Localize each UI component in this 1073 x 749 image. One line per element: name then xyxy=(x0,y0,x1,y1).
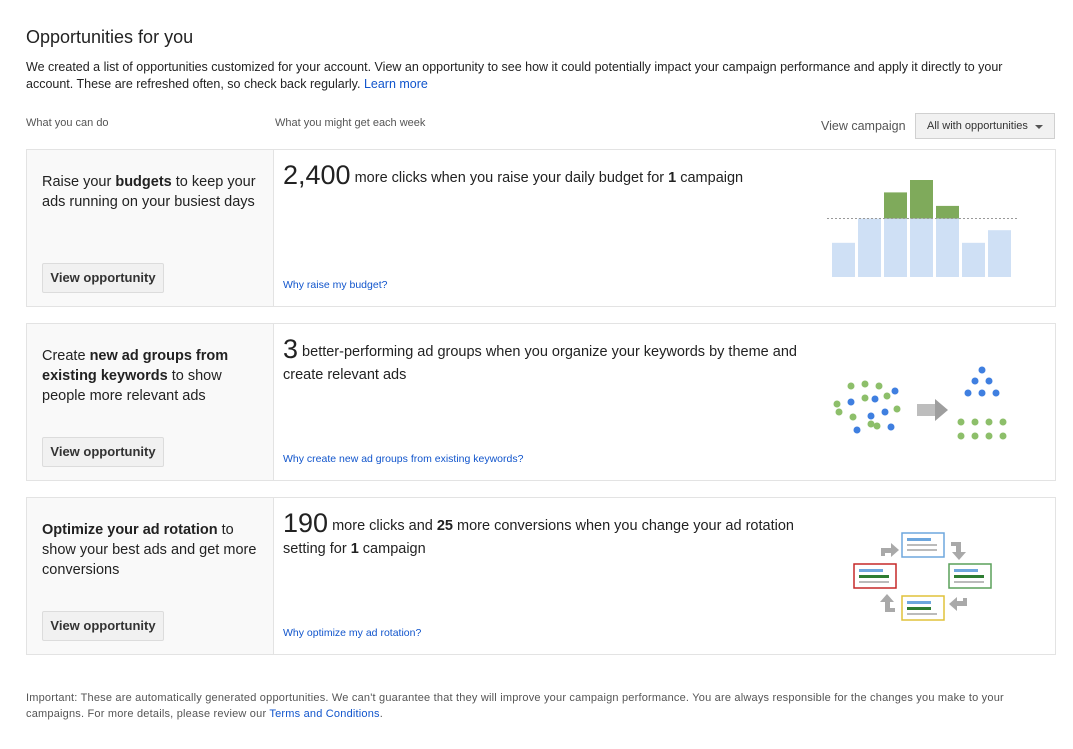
disclaimer-period: . xyxy=(379,708,384,720)
opportunity-card-ad-groups: Create new ad groups from existing keywo… xyxy=(26,323,1056,481)
why-raise-budget-link[interactable]: Why raise my budget? xyxy=(283,279,388,291)
arrow-right-icon xyxy=(917,399,948,421)
campaign-filter-value: All with opportunities xyxy=(927,120,1028,132)
opportunity-description: Create new ad groups from existing keywo… xyxy=(42,346,257,406)
opportunity-impact: 2,400 more clicks when you raise your da… xyxy=(283,160,803,191)
disclaimer-text: Important: These are automatically gener… xyxy=(26,692,1004,720)
ad-card-bottom xyxy=(901,595,945,621)
bar-base xyxy=(988,230,1011,277)
impact-text: more clicks when you raise your daily bu… xyxy=(350,170,669,186)
opportunity-impact: 3 better-performing ad groups when you o… xyxy=(283,334,803,386)
ad-card-right xyxy=(948,563,992,589)
desc-bold: new ad groups from existing keywords xyxy=(42,348,229,384)
impact-number: 2,400 xyxy=(283,160,351,190)
view-opportunity-button[interactable]: View opportunity xyxy=(42,263,164,293)
ad-card-top xyxy=(901,532,945,558)
desc-text: to show people more relevant ads xyxy=(42,368,222,404)
column-header-what-you-might-get: What you might get each week xyxy=(275,117,426,129)
learn-more-link[interactable]: Learn more xyxy=(363,77,428,91)
disclaimer-footer: Important: These are automatically gener… xyxy=(26,690,1036,722)
impact-text: more conversions when you change your ad… xyxy=(283,518,794,557)
impact-count: 1 xyxy=(350,541,359,557)
bar-base xyxy=(936,218,959,277)
bar-base xyxy=(858,218,881,277)
opportunity-description: Raise your budgets to keep your ads runn… xyxy=(42,172,257,212)
bar-base xyxy=(962,242,985,277)
desc-text: to keep your ads running on your busiest… xyxy=(42,174,256,210)
keyword-grouping-illustration xyxy=(833,366,1007,440)
budget-bar-chart-illustration xyxy=(827,180,1019,277)
opportunity-description: Optimize your ad rotation to show your b… xyxy=(42,520,257,580)
impact-text: more clicks and xyxy=(328,518,437,534)
view-opportunity-button[interactable]: View opportunity xyxy=(42,611,164,641)
opportunity-left-panel: Create new ad groups from existing keywo… xyxy=(27,324,274,480)
impact-count: 1 xyxy=(668,170,677,186)
opportunity-left-panel: Optimize your ad rotation to show your b… xyxy=(27,498,274,654)
view-campaign-label: View campaign xyxy=(821,119,906,133)
why-create-ad-groups-link[interactable]: Why create new ad groups from existing k… xyxy=(283,453,524,465)
impact-text: campaign xyxy=(358,541,426,557)
view-opportunity-button[interactable]: View opportunity xyxy=(42,437,164,467)
impact-text: campaign xyxy=(676,170,744,186)
bar-base xyxy=(884,218,907,277)
column-header-what-you-can-do: What you can do xyxy=(26,117,109,129)
impact-number: 190 xyxy=(283,508,329,538)
bar-extra xyxy=(936,205,959,219)
terms-and-conditions-link[interactable]: Terms and Conditions xyxy=(269,708,380,720)
chevron-down-icon xyxy=(1035,125,1043,129)
desc-bold: budgets xyxy=(115,174,172,190)
grouped-keywords-dots xyxy=(957,366,1007,440)
opportunity-impact: 190 more clicks and 25 more conversions … xyxy=(283,508,803,560)
ad-card-left xyxy=(853,563,897,589)
opportunity-left-panel: Raise your budgets to keep your ads runn… xyxy=(27,150,274,306)
impact-number: 3 xyxy=(283,334,299,364)
bar-base xyxy=(832,242,855,277)
bar-extra xyxy=(910,180,933,219)
campaign-filter-dropdown[interactable]: All with opportunities xyxy=(915,113,1055,139)
intro-body: We created a list of opportunities custo… xyxy=(26,60,1003,91)
rotation-arrows-icon xyxy=(880,542,967,612)
page-title: Opportunities for you xyxy=(26,27,194,47)
opportunity-card-ad-rotation: Optimize your ad rotation to show your b… xyxy=(26,497,1056,655)
bar-base xyxy=(910,218,933,277)
scattered-keywords-dots xyxy=(833,380,901,434)
opportunity-card-budget: Raise your budgets to keep your ads runn… xyxy=(26,149,1056,307)
desc-text: to show your best ads and get more conve… xyxy=(42,522,257,578)
why-optimize-rotation-link[interactable]: Why optimize my ad rotation? xyxy=(283,627,422,639)
impact-text: better-performing ad groups when you org… xyxy=(283,344,797,383)
desc-text: Raise your xyxy=(42,174,116,190)
intro-text: We created a list of opportunities custo… xyxy=(26,59,1046,93)
bar-extra xyxy=(884,192,907,219)
desc-bold: Optimize your ad rotation xyxy=(42,522,218,538)
desc-text: Create xyxy=(42,348,90,364)
ad-rotation-illustration xyxy=(853,532,992,621)
impact-count: 25 xyxy=(436,518,453,534)
